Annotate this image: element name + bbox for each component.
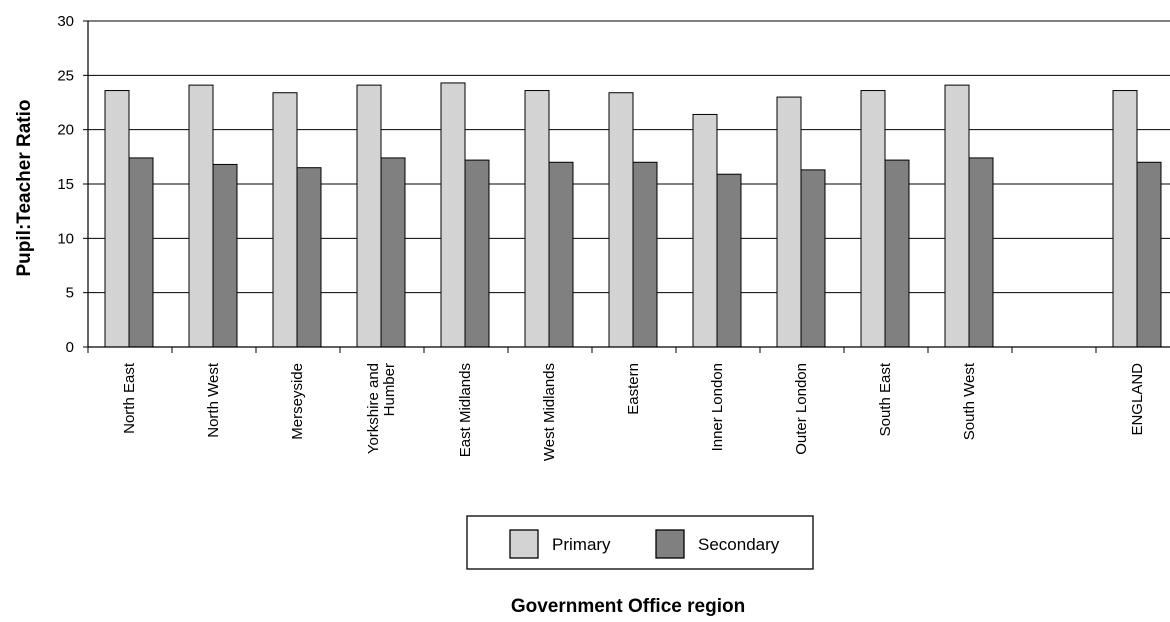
bar-secondary-north-west bbox=[212, 163, 238, 348]
bar-primary-inner-london bbox=[692, 113, 718, 348]
bar-primary-england bbox=[1112, 90, 1138, 348]
x-label-west-midlands: West Midlands bbox=[541, 363, 558, 461]
bar-primary-south-east bbox=[860, 90, 886, 348]
legend-swatch-primary bbox=[509, 529, 539, 559]
bar-secondary-england bbox=[1136, 161, 1162, 348]
y-tick-label-30: 30 bbox=[57, 13, 74, 30]
bar-secondary-south-east bbox=[884, 159, 910, 348]
y-tick-label-10: 10 bbox=[57, 230, 74, 247]
bar-secondary-merseyside bbox=[296, 167, 322, 348]
y-tick-label-20: 20 bbox=[57, 122, 74, 139]
bar-secondary-yorkshire-and-humber bbox=[380, 157, 406, 348]
x-label-north-west: North West bbox=[205, 362, 222, 438]
bar-secondary-outer-london bbox=[800, 169, 826, 348]
legend-swatch-secondary bbox=[655, 529, 685, 559]
bar-primary-north-west bbox=[188, 84, 214, 348]
x-label-south-east: South East bbox=[877, 362, 894, 436]
legend-label-secondary: Secondary bbox=[698, 535, 780, 554]
bar-secondary-inner-london bbox=[716, 173, 742, 348]
x-label-inner-london: Inner London bbox=[709, 363, 726, 451]
bar-primary-north-east bbox=[104, 90, 130, 348]
x-label-north-east: North East bbox=[121, 362, 138, 434]
x-label-yorkshire-and-humber: Yorkshire andHumber bbox=[365, 363, 398, 454]
x-label-eastern: Eastern bbox=[625, 363, 642, 415]
bar-primary-merseyside bbox=[272, 92, 298, 348]
bars bbox=[104, 82, 1162, 348]
x-axis-title: Government Office region bbox=[511, 596, 745, 617]
bar-primary-eastern bbox=[608, 92, 634, 348]
x-label-merseyside: Merseyside bbox=[289, 363, 306, 440]
bar-secondary-eastern bbox=[632, 161, 658, 348]
bar-primary-yorkshire-and-humber bbox=[356, 84, 382, 348]
y-tick-label-25: 25 bbox=[57, 67, 74, 84]
bar-secondary-south-west bbox=[968, 157, 994, 348]
y-tick-label-5: 5 bbox=[66, 285, 74, 302]
tick-labels: 0 5 10 15 20 25 30 North East North West Merseysi… bbox=[57, 13, 1146, 461]
bar-secondary-east-midlands bbox=[464, 159, 490, 348]
x-label-east-midlands: East Midlands bbox=[457, 363, 474, 457]
y-axis-title: Pupil:Teacher Ratio bbox=[14, 99, 35, 276]
bar-primary-east-midlands bbox=[440, 82, 466, 348]
x-label-england: ENGLAND bbox=[1129, 363, 1146, 436]
axes bbox=[83, 20, 1170, 353]
bar-primary-west-midlands bbox=[524, 90, 550, 348]
legend: Primary Secondary bbox=[466, 515, 814, 570]
y-tick-label-15: 15 bbox=[57, 176, 74, 193]
x-label-south-west: South West bbox=[961, 362, 978, 440]
bar-primary-south-west bbox=[944, 84, 970, 348]
x-label-outer-london: Outer London bbox=[793, 363, 810, 455]
legend-label-primary: Primary bbox=[552, 535, 611, 554]
bar-secondary-north-east bbox=[128, 157, 154, 348]
y-tick-label-0: 0 bbox=[66, 339, 74, 356]
bar-secondary-west-midlands bbox=[548, 161, 574, 348]
bar-primary-outer-london bbox=[776, 96, 802, 348]
